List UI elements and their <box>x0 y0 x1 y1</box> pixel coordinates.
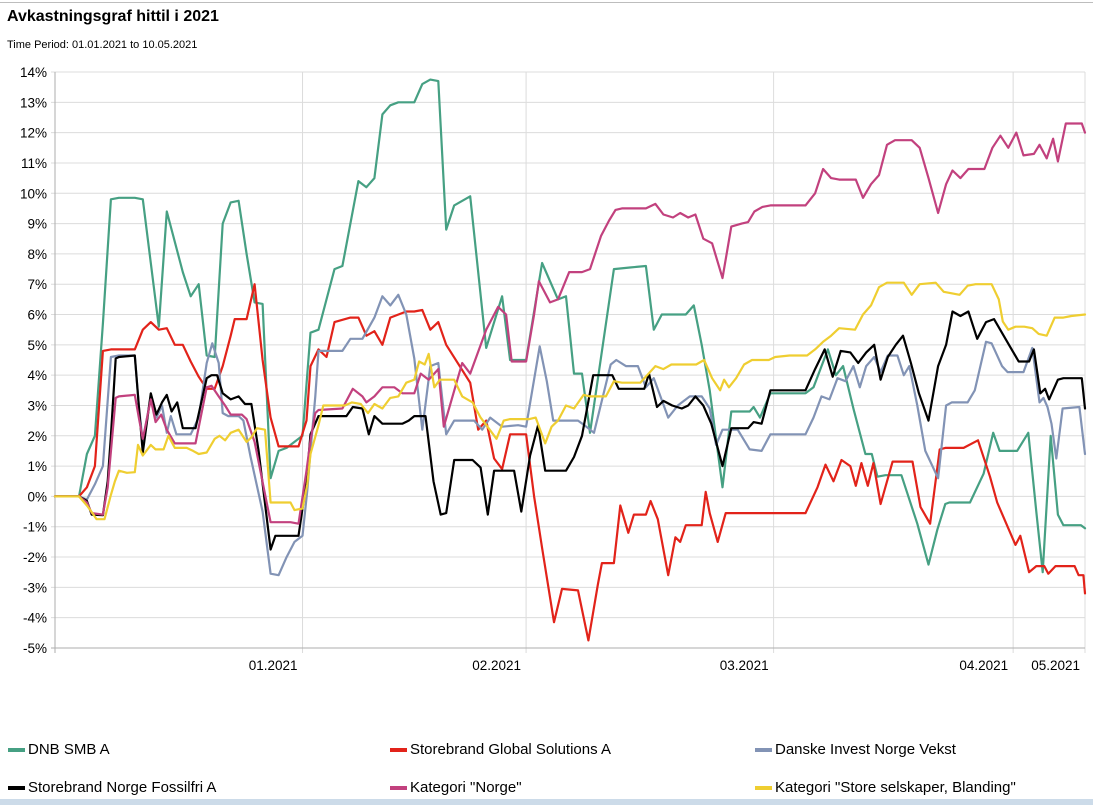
legend-label: DNB SMB A <box>28 741 110 758</box>
y-tick-label: 3% <box>27 398 47 413</box>
series-line-storebrand-norge-fossilfri-a <box>53 310 1087 551</box>
top-divider <box>0 2 1093 3</box>
y-tick-label: 14% <box>20 65 47 80</box>
legend-item-kategori-norge: Kategori "Norge" <box>390 779 522 796</box>
y-tick-label: 8% <box>27 247 47 262</box>
legend-swatch <box>8 747 25 752</box>
y-tick-label: 11% <box>21 156 47 171</box>
y-tick-label: -4% <box>23 611 47 626</box>
x-tick-label: 02.2021 <box>472 658 521 673</box>
legend-item-storebrand-global-solutions-a: Storebrand Global Solutions A <box>390 741 611 758</box>
x-tick-label: 05.2021 <box>1031 658 1080 673</box>
legend-swatch <box>755 747 772 752</box>
y-tick-label: 10% <box>20 186 47 201</box>
legend-label: Kategori "Norge" <box>410 779 522 796</box>
window-edge-bar <box>0 799 1093 805</box>
y-tick-label: 6% <box>27 308 47 323</box>
series-line-kategori-norge <box>53 122 1087 525</box>
y-tick-label: -3% <box>23 580 47 595</box>
legend-item-storebrand-norge-fossilfri-a: Storebrand Norge Fossilfri A <box>8 779 216 796</box>
y-tick-label: -5% <box>23 641 47 656</box>
y-tick-label: 1% <box>27 459 47 474</box>
x-tick-label: 01.2021 <box>249 658 298 673</box>
axis-labels: -5% -4% -3% -2% -1% 0% 1% 2% 3% 4% 5% 6% 7% 8% 9% 10% 11… <box>20 65 1080 673</box>
series-line-kategori-store-selskaper-blanding <box>53 281 1087 521</box>
y-tick-label: 0% <box>27 489 47 504</box>
legend-swatch <box>390 747 407 752</box>
y-tick-label: 12% <box>20 126 47 141</box>
y-tick-label: 7% <box>27 277 47 292</box>
y-tick-label: 2% <box>27 429 47 444</box>
legend-item-dnb-smb-a: DNB SMB A <box>8 741 110 758</box>
series-line-danske-invest-norge-vekst <box>53 293 1087 577</box>
x-tick-label: 03.2021 <box>720 658 769 673</box>
y-tick-label: 4% <box>27 368 47 383</box>
series-lines <box>53 78 1087 642</box>
chart-title: Avkastningsgraf hittil i 2021 <box>7 8 219 25</box>
legend-swatch <box>755 785 772 790</box>
legend-item-danske-invest-norge-vekst: Danske Invest Norge Vekst <box>755 741 956 758</box>
legend-label: Kategori "Store selskaper, Blanding" <box>775 779 1016 796</box>
y-tick-label: 13% <box>20 95 47 110</box>
legend-label: Storebrand Norge Fossilfri A <box>28 779 217 796</box>
series-line-dnb-smb-a <box>53 78 1087 574</box>
legend-swatch <box>390 785 407 790</box>
gridlines <box>51 71 1086 653</box>
returns-line-chart[interactable]: -5% -4% -3% -2% -1% 0% 1% 2% 3% 4% 5% 6% 7% 8% 9% 10% 11… <box>0 0 1093 690</box>
legend-item-kategori-store-selskaper-blanding: Kategori "Store selskaper, Blanding" <box>755 779 1016 796</box>
legend-label: Danske Invest Norge Vekst <box>775 741 956 758</box>
series-line-storebrand-global-solutions-a <box>53 283 1087 642</box>
legend-swatch <box>8 785 25 790</box>
y-tick-label: -1% <box>23 520 47 535</box>
y-tick-label: 5% <box>27 338 47 353</box>
legend-label: Storebrand Global Solutions A <box>410 741 611 758</box>
y-tick-label: -2% <box>23 550 47 565</box>
y-tick-label: 9% <box>27 217 47 232</box>
x-tick-label: 04.2021 <box>959 658 1008 673</box>
time-period-label: Time Period: 01.01.2021 to 10.05.2021 <box>7 39 198 51</box>
